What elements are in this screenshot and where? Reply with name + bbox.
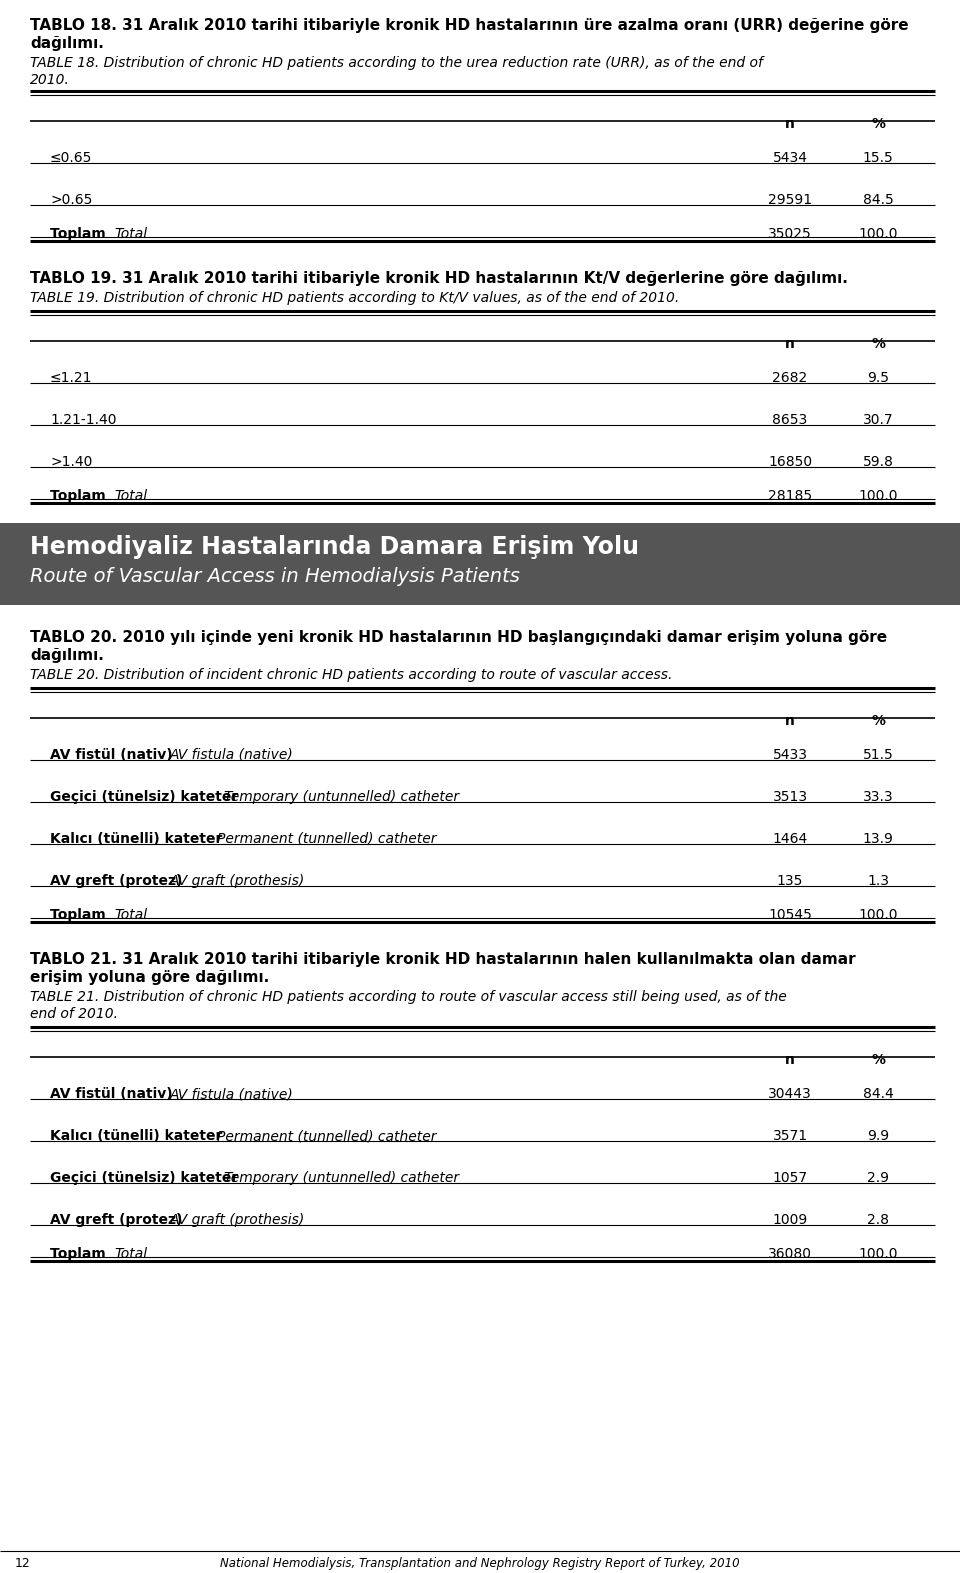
Text: TABLE 19. Distribution of chronic HD patients according to Kt/V values, as of th: TABLE 19. Distribution of chronic HD pat…	[30, 291, 680, 305]
Text: 30.7: 30.7	[863, 414, 894, 426]
Text: 1.3: 1.3	[867, 875, 889, 889]
Text: 12: 12	[15, 1557, 31, 1570]
Text: Permanent (tunnelled) catheter: Permanent (tunnelled) catheter	[217, 832, 437, 846]
Text: 33.3: 33.3	[863, 790, 894, 804]
Text: Temporary (untunnelled) catheter: Temporary (untunnelled) catheter	[224, 790, 459, 804]
Text: Route of Vascular Access in Hemodialysis Patients: Route of Vascular Access in Hemodialysis…	[30, 566, 520, 587]
Text: %: %	[871, 1052, 885, 1066]
Text: AV fistula (native): AV fistula (native)	[170, 749, 294, 761]
Text: 59.8: 59.8	[863, 455, 894, 469]
Text: 84.5: 84.5	[863, 193, 894, 208]
Text: TABLO 19. 31 Aralık 2010 tarihi itibariyle kronik HD hastalarının Kt/V değerleri: TABLO 19. 31 Aralık 2010 tarihi itibariy…	[30, 271, 848, 286]
Text: AV greft (protez): AV greft (protez)	[50, 875, 187, 889]
Text: >1.40: >1.40	[50, 455, 92, 469]
Text: 100.0: 100.0	[858, 1247, 898, 1262]
Text: 15.5: 15.5	[863, 151, 894, 165]
Text: 3571: 3571	[773, 1129, 807, 1144]
Text: ≤0.65: ≤0.65	[50, 151, 92, 165]
Text: 28185: 28185	[768, 489, 812, 503]
Text: 2010.: 2010.	[30, 72, 70, 87]
Text: 51.5: 51.5	[863, 749, 894, 761]
Text: 8653: 8653	[773, 414, 807, 426]
Text: %: %	[871, 714, 885, 728]
Text: erişim yoluna göre dağılımı.: erişim yoluna göre dağılımı.	[30, 971, 269, 985]
Text: AV greft (protez): AV greft (protez)	[50, 1213, 187, 1227]
Text: 1.21-1.40: 1.21-1.40	[50, 414, 116, 426]
Text: %: %	[871, 116, 885, 131]
Text: >0.65: >0.65	[50, 193, 92, 208]
Text: 100.0: 100.0	[858, 227, 898, 241]
Text: TABLO 21. 31 Aralık 2010 tarihi itibariyle kronik HD hastalarının halen kullanıl: TABLO 21. 31 Aralık 2010 tarihi itibariy…	[30, 952, 855, 967]
Text: AV fistula (native): AV fistula (native)	[170, 1087, 294, 1101]
Text: 29591: 29591	[768, 193, 812, 208]
Text: Toplam: Toplam	[50, 908, 110, 922]
Text: AV fistül (nativ): AV fistül (nativ)	[50, 749, 178, 761]
Text: dağılımı.: dağılımı.	[30, 648, 104, 662]
Text: end of 2010.: end of 2010.	[30, 1007, 118, 1021]
Text: dağılımı.: dağılımı.	[30, 36, 104, 50]
Text: 9.9: 9.9	[867, 1129, 889, 1144]
Text: 135: 135	[777, 875, 804, 889]
Text: 2682: 2682	[773, 371, 807, 385]
Text: Geçici (tünelsiz) kateter: Geçici (tünelsiz) kateter	[50, 790, 243, 804]
Text: TABLE 20. Distribution of incident chronic HD patients according to route of vas: TABLE 20. Distribution of incident chron…	[30, 669, 672, 683]
Text: 9.5: 9.5	[867, 371, 889, 385]
Text: Kalıcı (tünelli) kateter: Kalıcı (tünelli) kateter	[50, 1129, 228, 1144]
Text: Total: Total	[114, 1247, 147, 1262]
Text: TABLO 20. 2010 yılı içinde yeni kronik HD hastalarının HD başlangıçındaki damar : TABLO 20. 2010 yılı içinde yeni kronik H…	[30, 631, 887, 645]
Text: Total: Total	[114, 227, 147, 241]
Text: 36080: 36080	[768, 1247, 812, 1262]
Text: Total: Total	[114, 908, 147, 922]
Text: Toplam: Toplam	[50, 1247, 110, 1262]
Text: TABLE 18. Distribution of chronic HD patients according to the urea reduction ra: TABLE 18. Distribution of chronic HD pat…	[30, 57, 763, 71]
Text: Hemodiyaliz Hastalarında Damara Erişim Yolu: Hemodiyaliz Hastalarında Damara Erişim Y…	[30, 535, 639, 558]
Text: 84.4: 84.4	[863, 1087, 894, 1101]
Text: 13.9: 13.9	[863, 832, 894, 846]
Text: Permanent (tunnelled) catheter: Permanent (tunnelled) catheter	[217, 1129, 437, 1144]
Text: 100.0: 100.0	[858, 489, 898, 503]
Text: 100.0: 100.0	[858, 908, 898, 922]
Text: TABLO 18. 31 Aralık 2010 tarihi itibariyle kronik HD hastalarının üre azalma ora: TABLO 18. 31 Aralık 2010 tarihi itibariy…	[30, 17, 908, 33]
Text: 35025: 35025	[768, 227, 812, 241]
Text: Temporary (untunnelled) catheter: Temporary (untunnelled) catheter	[224, 1170, 459, 1184]
Text: 3513: 3513	[773, 790, 807, 804]
Text: n: n	[785, 1052, 795, 1066]
Text: AV graft (prothesis): AV graft (prothesis)	[170, 1213, 305, 1227]
Text: Total: Total	[114, 489, 147, 503]
Text: AV fistül (nativ): AV fistül (nativ)	[50, 1087, 178, 1101]
Text: Geçici (tünelsiz) kateter: Geçici (tünelsiz) kateter	[50, 1170, 243, 1184]
Text: Toplam: Toplam	[50, 227, 110, 241]
Text: 5434: 5434	[773, 151, 807, 165]
Text: 1464: 1464	[773, 832, 807, 846]
Text: 2.8: 2.8	[867, 1213, 889, 1227]
Bar	[0, 522, 960, 606]
Text: TABLE 21. Distribution of chronic HD patients according to route of vascular acc: TABLE 21. Distribution of chronic HD pat…	[30, 989, 787, 1004]
Text: n: n	[785, 714, 795, 728]
Text: n: n	[785, 116, 795, 131]
Text: 1057: 1057	[773, 1170, 807, 1184]
Text: %: %	[871, 337, 885, 351]
Text: Toplam: Toplam	[50, 489, 110, 503]
Text: AV graft (prothesis): AV graft (prothesis)	[170, 875, 305, 889]
Text: 10545: 10545	[768, 908, 812, 922]
Text: National Hemodialysis, Transplantation and Nephrology Registry Report of Turkey,: National Hemodialysis, Transplantation a…	[220, 1557, 740, 1570]
Text: n: n	[785, 337, 795, 351]
Text: 16850: 16850	[768, 455, 812, 469]
Text: Kalıcı (tünelli) kateter: Kalıcı (tünelli) kateter	[50, 832, 228, 846]
Text: ≤1.21: ≤1.21	[50, 371, 92, 385]
Text: 30443: 30443	[768, 1087, 812, 1101]
Text: 1009: 1009	[773, 1213, 807, 1227]
Text: 5433: 5433	[773, 749, 807, 761]
Text: 2.9: 2.9	[867, 1170, 889, 1184]
